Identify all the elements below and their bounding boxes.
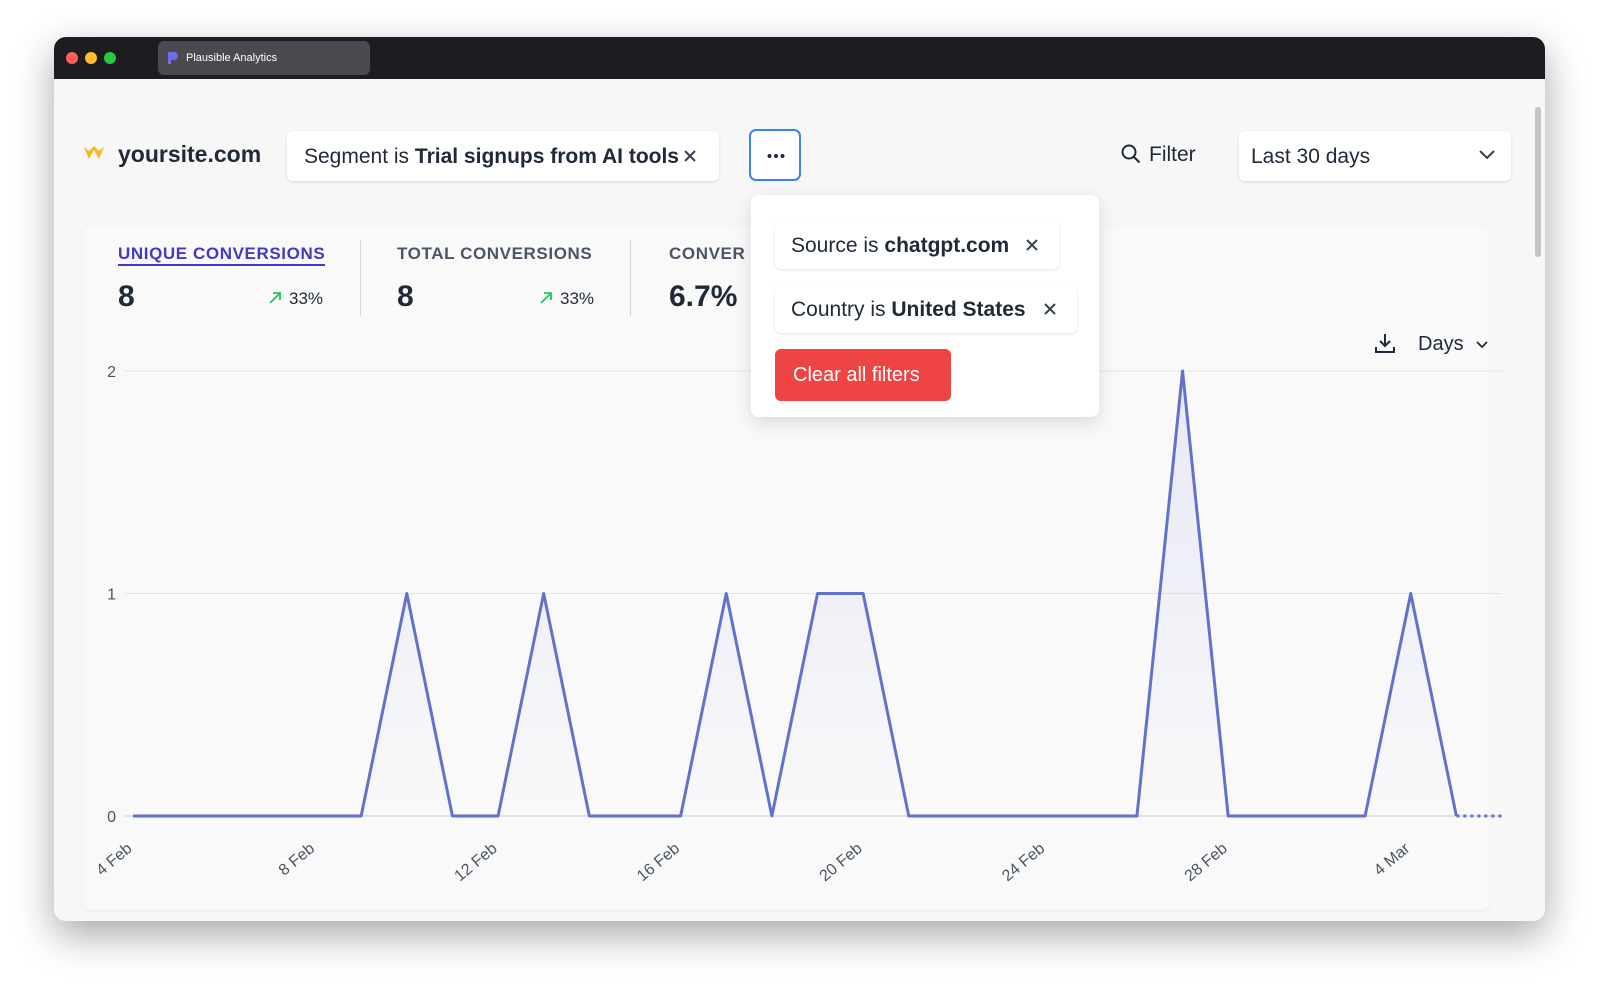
metric-value: 8 <box>118 280 135 313</box>
close-button[interactable] <box>66 52 78 64</box>
tab-title: Plausible Analytics <box>186 52 278 64</box>
x-tick-label: 8 Feb <box>276 840 318 879</box>
metric-label: TOTAL CONVERSIONS <box>397 244 593 263</box>
metric-change: 33% <box>289 289 324 308</box>
filter-pill[interactable]: Source is chatgpt.com <box>775 221 1059 269</box>
y-tick-label: 0 <box>107 809 116 826</box>
trend-up-icon <box>540 292 552 304</box>
scrollbar[interactable] <box>1535 107 1541 257</box>
search-icon <box>1121 144 1141 164</box>
chevron-icon <box>1479 150 1495 160</box>
metric-value: 6.7% <box>669 280 738 313</box>
filters-dropdown: Source is chatgpt.com Country is United … <box>751 195 1099 417</box>
browser-tab[interactable]: Plausible Analytics <box>158 41 370 75</box>
button-label: Clear all filters <box>793 364 920 386</box>
filter-value: United States <box>891 298 1026 321</box>
filter-button[interactable]: Filter <box>1121 141 1211 171</box>
x-tick-label: 16 Feb <box>634 840 683 885</box>
interval-label: Days <box>1418 333 1464 355</box>
filter-value: chatgpt.com <box>884 234 1010 257</box>
metric-value: 8 <box>397 280 414 313</box>
minimize-button[interactable] <box>85 52 97 64</box>
separator <box>630 240 631 316</box>
maximize-button[interactable] <box>104 52 116 64</box>
title-bar: Plausible Analytics <box>54 37 1545 79</box>
filter-prefix: Country is <box>791 298 886 321</box>
remove-filter-icon[interactable] <box>1025 238 1039 252</box>
download-icon[interactable] <box>1374 332 1396 354</box>
x-tick-label: 24 Feb <box>999 840 1048 885</box>
chevron-icon <box>1476 341 1488 349</box>
x-tick-label: 28 Feb <box>1182 840 1231 885</box>
more-filters-button[interactable] <box>749 129 801 181</box>
filter-label: Filter <box>1149 143 1196 166</box>
ellipsis-icon <box>767 154 785 158</box>
x-tick-label: 4 Feb <box>93 840 135 879</box>
remove-filter-icon[interactable] <box>1043 302 1057 316</box>
remove-filter-icon[interactable] <box>683 149 697 163</box>
filter-value: Trial signups from AI tools <box>414 145 679 168</box>
line <box>133 369 1458 818</box>
line-area <box>133 371 1457 816</box>
separator <box>360 240 361 316</box>
x-tick-label: 20 Feb <box>817 840 866 885</box>
site-logo <box>84 146 104 159</box>
period-picker[interactable]: Last 30 days <box>1239 131 1511 181</box>
clear-filters-button[interactable]: Clear all filters <box>775 349 951 401</box>
period-label: Last 30 days <box>1251 145 1371 168</box>
filter-pill[interactable]: Country is United States <box>775 285 1077 333</box>
metric-label: CONVER <box>669 244 746 263</box>
interval-picker[interactable]: Days <box>1418 332 1498 358</box>
metric-change: 33% <box>560 289 595 308</box>
metric-label: UNIQUE CONVERSIONS <box>118 244 326 266</box>
site-name[interactable]: yoursite.com <box>118 141 262 167</box>
y-tick-label: 2 <box>107 364 116 381</box>
filter-prefix: Source is <box>791 234 879 257</box>
x-tick-label: 12 Feb <box>452 840 501 885</box>
tab-icon <box>168 52 178 64</box>
x-tick-label: 4 Mar <box>1371 840 1414 880</box>
y-tick-label: 1 <box>107 587 116 604</box>
segment-filter-pill[interactable]: Segment is Trial signups from AI tools <box>287 131 719 181</box>
trend-up-icon <box>269 292 281 304</box>
filter-prefix: Segment is <box>304 145 410 168</box>
